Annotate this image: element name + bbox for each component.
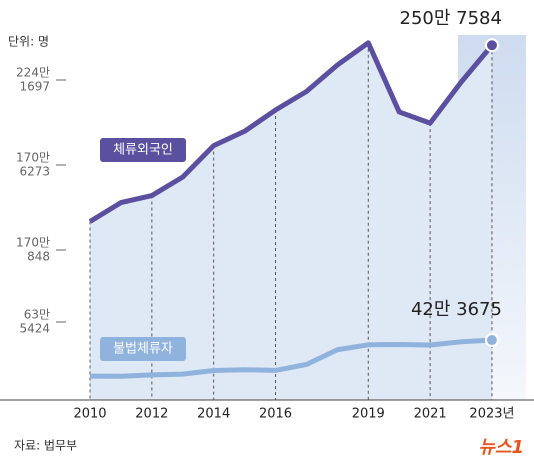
axis-label: 848: [27, 250, 50, 264]
axis-label: 170만: [16, 151, 50, 165]
legend-label: 불법체류자: [113, 342, 173, 357]
legend-box: [100, 138, 186, 162]
x-tick-label: 2021: [414, 407, 447, 422]
x-tick-label: 2019: [352, 407, 385, 422]
axis-label: 63만: [24, 308, 50, 322]
x-tick-label: 2023년: [469, 407, 514, 422]
unit-label: 단위: 명: [8, 35, 49, 49]
value-label: 42만 3675: [411, 299, 502, 320]
area: [90, 42, 492, 401]
axis-label: 5424: [19, 322, 50, 336]
x-tick-label: 2014: [197, 407, 230, 422]
logo: 뉴스1: [478, 437, 524, 458]
legend-label: 체류외국인: [113, 143, 173, 158]
x-tick-label: 2016: [259, 407, 292, 422]
axis-label: 1697: [19, 80, 50, 94]
axis-label: 170만: [16, 236, 50, 250]
axis-label: 224만: [16, 66, 50, 80]
end-point: [484, 333, 499, 348]
value-label: 250만 7584: [400, 8, 502, 29]
x-tick-label: 2012: [135, 407, 168, 422]
end-point: [484, 38, 499, 53]
line: [88, 40, 494, 224]
x-tick-label: 2010: [73, 407, 106, 422]
legend-box: [100, 337, 186, 361]
source: 자료: 법무부: [14, 439, 77, 453]
axis-label: 6273: [19, 165, 50, 179]
line: [89, 337, 493, 379]
